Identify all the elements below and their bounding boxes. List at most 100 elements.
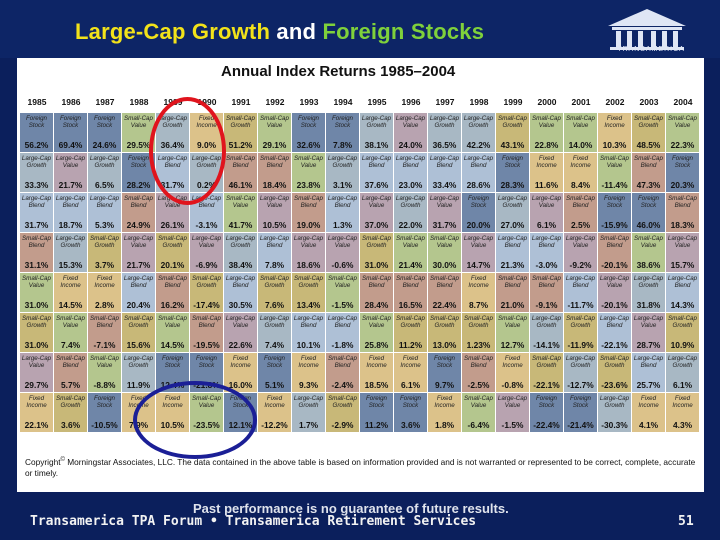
return-value: 2.5% <box>570 220 591 230</box>
table-cell: Foreign Stock 9.7% <box>428 353 462 393</box>
year-header: 2000 <box>537 97 557 107</box>
table-cell: Small-Cap Value 30.0% <box>428 233 462 273</box>
return-value: 4.3% <box>672 420 693 430</box>
header-bar <box>0 0 720 58</box>
return-value: 14.5% <box>58 300 83 310</box>
return-value: 16.5% <box>398 300 423 310</box>
return-value: 69.4% <box>58 140 83 150</box>
asset-class-label: Foreign Stock <box>366 395 387 409</box>
table-cell: Large-Cap Value -1.5% <box>496 393 530 433</box>
return-value: 22.6% <box>228 340 253 350</box>
return-value: 28.7% <box>636 340 661 350</box>
table-cell: Fixed Income 2.8% <box>88 273 122 313</box>
asset-class-label: Large-Cap Value <box>55 155 86 169</box>
return-value: 10.1% <box>296 340 321 350</box>
asset-class-label: Small-Cap Blend <box>532 275 561 289</box>
table-cell: Large-Cap Blend 20.4% <box>122 273 156 313</box>
return-value: 7.8% <box>332 140 353 150</box>
return-value: -15.9% <box>601 220 628 230</box>
table-cell: Foreign Stock 20.3% <box>666 153 700 193</box>
return-value: 6.1% <box>400 380 421 390</box>
year-header: 1992 <box>265 97 285 107</box>
table-cell: Large-Cap Growth -14.1% <box>530 313 564 353</box>
table-cell: Small-Cap Blend 18.4% <box>258 153 292 193</box>
asset-class-label: Small-Cap Growth <box>328 395 357 409</box>
asset-class-label: Large-Cap Growth <box>463 115 494 129</box>
return-value: 21.4% <box>398 260 423 270</box>
return-value: 29.5% <box>126 140 151 150</box>
year-header: 2001 <box>571 97 591 107</box>
return-value: 41.7% <box>228 220 253 230</box>
table-cell: Small-Cap Blend -20.1% <box>598 233 632 273</box>
return-value: 14.7% <box>466 260 491 270</box>
return-value: -2.9% <box>331 420 354 430</box>
return-value: 10.5% <box>262 220 287 230</box>
table-cell: Large-Cap Blend -1.8% <box>326 313 360 353</box>
table-cell: Fixed Income -12.2% <box>258 393 292 433</box>
asset-class-label: Large-Cap Blend <box>395 155 426 169</box>
asset-class-label: Large-Cap Blend <box>531 235 562 249</box>
table-cell: Large-Cap Blend -22.1% <box>598 313 632 353</box>
return-value: -22.4% <box>533 420 560 430</box>
table-cell: Large-Cap Growth 1.7% <box>292 393 326 433</box>
return-value: 1.3% <box>332 220 353 230</box>
asset-class-label: Small-Cap Blend <box>22 235 51 249</box>
table-cell: Small-Cap Blend 28.4% <box>360 273 394 313</box>
asset-class-label: Large-Cap Value <box>21 355 52 369</box>
table-cell: Large-Cap Growth -30.3% <box>598 393 632 433</box>
return-value: -30.3% <box>601 420 628 430</box>
return-value: 33.3% <box>24 180 49 190</box>
asset-class-label: Foreign Stock <box>638 195 659 209</box>
asset-class-label: Large-Cap Growth <box>565 355 596 369</box>
table-cell: Fixed Income 11.6% <box>530 153 564 193</box>
asset-class-label: Large-Cap Value <box>429 195 460 209</box>
table-cell: Fixed Income 1.8% <box>428 393 462 433</box>
return-value: -0.6% <box>331 260 354 270</box>
table-cell: Fixed Income 8.4% <box>564 153 598 193</box>
return-value: 21.3% <box>500 260 525 270</box>
return-value: 12.7% <box>500 340 525 350</box>
asset-class-label: Large-Cap Blend <box>293 315 324 329</box>
table-cell: Large-Cap Blend 31.7% <box>20 193 54 233</box>
return-value: 29.7% <box>24 380 49 390</box>
return-value: 13.4% <box>296 300 321 310</box>
asset-class-label: Small-Cap Growth <box>396 315 425 329</box>
return-value: -8.8% <box>93 380 116 390</box>
table-cell: Foreign Stock 7.8% <box>326 113 360 153</box>
return-value: 36.5% <box>432 140 457 150</box>
title-connector: and <box>270 19 323 44</box>
title-large-cap-growth: Large-Cap Growth <box>75 19 271 44</box>
table-cell: Small-Cap Value 23.8% <box>292 153 326 193</box>
table-cell: Large-Cap Growth 27.0% <box>496 193 530 233</box>
asset-class-label: Large-Cap Growth <box>633 275 664 289</box>
asset-class-label: Large-Cap Growth <box>395 195 426 209</box>
return-value: 28.6% <box>466 180 491 190</box>
table-cell: Small-Cap Value 22.8% <box>530 113 564 153</box>
return-value: 31.8% <box>636 300 661 310</box>
asset-class-label: Small-Cap Value <box>498 315 527 329</box>
table-cell: Small-Cap Blend -9.1% <box>530 273 564 313</box>
year-header: 2003 <box>639 97 659 107</box>
page-number: 51 <box>678 514 694 529</box>
return-value: -2.4% <box>331 380 354 390</box>
return-value: 31.1% <box>24 260 49 270</box>
table-cell: Large-Cap Value -20.1% <box>598 273 632 313</box>
table-cell: Large-Cap Growth 36.5% <box>428 113 462 153</box>
asset-class-label: Large-Cap Blend <box>55 195 86 209</box>
table-cell: Foreign Stock 32.6% <box>292 113 326 153</box>
asset-class-label: Large-Cap Value <box>667 235 698 249</box>
asset-class-label: Large-Cap Blend <box>327 195 358 209</box>
return-value: 5.7% <box>60 380 81 390</box>
asset-class-label: Large-Cap Value <box>463 235 494 249</box>
asset-class-label: Small-Cap Growth <box>192 275 221 289</box>
return-value: -20.1% <box>601 260 628 270</box>
return-value: 18.5% <box>364 380 389 390</box>
asset-class-label: Large-Cap Blend <box>565 275 596 289</box>
asset-class-label: Small-Cap Growth <box>430 315 459 329</box>
asset-class-label: Small-Cap Value <box>56 315 85 329</box>
return-value: 46.1% <box>228 180 253 190</box>
asset-class-label: Small-Cap Blend <box>260 155 289 169</box>
table-cell: Large-Cap Blend 28.6% <box>462 153 496 193</box>
asset-class-label: Foreign Stock <box>536 395 557 409</box>
table-cell: Small-Cap Value -8.8% <box>88 353 122 393</box>
